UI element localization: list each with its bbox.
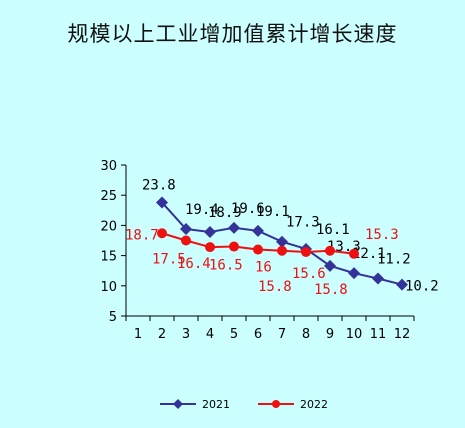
series-2021-data-label: 11.2 [377, 252, 411, 268]
series-2021-point [276, 235, 288, 248]
series-2021-point [204, 226, 216, 239]
series-2021-data-label: 23.8 [142, 177, 176, 193]
series-2022-data-label: 16.5 [209, 258, 243, 274]
x-tick-label: 2 [158, 327, 166, 342]
series-2021-data-label: 18.9 [208, 205, 242, 221]
series-2022-data-label: 15.6 [292, 266, 326, 282]
chart-title: 规模以上工业增加值累计增长速度 [67, 22, 398, 46]
series-2022-point [325, 245, 335, 256]
series-2022-point [181, 235, 191, 246]
y-tick-label: 5 [109, 310, 117, 325]
series-2022-point [229, 241, 239, 252]
series-2021-point [180, 223, 192, 236]
x-tick-label: 10 [346, 327, 363, 342]
series-2022-point [301, 246, 311, 257]
series-2022-point [349, 248, 359, 259]
y-tick-label: 25 [100, 189, 117, 204]
x-tick-label: 8 [302, 327, 310, 342]
x-tick-label: 1 [134, 327, 142, 342]
series-2022-point [253, 244, 263, 255]
x-tick-label: 11 [370, 327, 387, 342]
y-tick-label: 15 [100, 250, 117, 265]
series-2022-data-label: 15.3 [365, 227, 399, 243]
series-2022-point [277, 245, 287, 256]
series-2021-point [228, 221, 240, 234]
series-2021-data-label: 19.4 [185, 202, 219, 218]
series-2022-data-label: 18.7 [125, 227, 159, 243]
series-2021-data-label: 19.1 [256, 204, 290, 220]
x-tick-label: 9 [326, 327, 334, 342]
series-2021-data-label: 10.2 [405, 279, 439, 295]
y-tick-label: 20 [100, 219, 117, 234]
series-2022-data-label: 15.8 [258, 279, 292, 295]
legend-2021-label: 2021 [202, 398, 230, 411]
series-2021-point [252, 224, 264, 237]
series-2021-point [348, 267, 360, 280]
series-2021-data-label: 17.3 [286, 215, 320, 231]
series-2022-point [205, 242, 215, 253]
series-2022-data-label: 16.4 [177, 256, 211, 272]
series-2021-point [156, 196, 168, 209]
series-2021-point [324, 259, 336, 272]
series-2022-point [157, 228, 167, 239]
series-2021-data-label: 16.1 [316, 222, 350, 238]
series-2022-data-label: 15.8 [314, 282, 348, 298]
series-2022-data-label: 17.5 [152, 252, 186, 268]
legend-2022-marker [272, 400, 280, 408]
x-tick-label: 12 [394, 327, 411, 342]
series-2021-point [396, 278, 408, 291]
series-2021-point [372, 272, 384, 285]
y-tick-label: 30 [100, 159, 117, 174]
x-tick-label: 6 [254, 327, 262, 342]
x-tick-label: 5 [230, 327, 238, 342]
x-tick-label: 4 [206, 327, 214, 342]
series-2021-data-label: 12.1 [352, 246, 386, 262]
legend-2022-label: 2022 [300, 398, 328, 411]
series-2022-data-label: 16 [255, 260, 272, 276]
y-tick-label: 10 [100, 280, 117, 295]
x-tick-label: 7 [278, 327, 286, 342]
legend-2021-marker [173, 399, 183, 409]
x-tick-label: 3 [182, 327, 190, 342]
series-2021-data-label: 19.6 [231, 201, 265, 217]
